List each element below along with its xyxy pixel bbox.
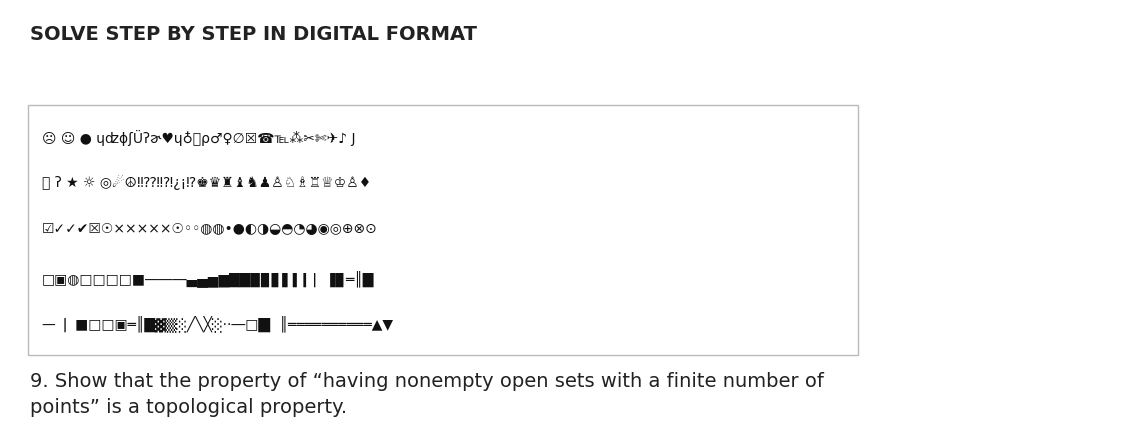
Text: —  ▏■□□▣═║█▓▒░╱╲╳░··―□█▏║══════════▲▼: — ▏■□□▣═║█▓▒░╱╲╳░··―□█▏║══════════▲▼ bbox=[42, 315, 393, 332]
Text: ☑✓✓✔☒☉×××××☉◦◦◍◍•●◐◑◒◓◔◕◉◎⊕⊗⊙: ☑✓✓✔☒☉×××××☉◦◦◍◍•●◐◑◒◓◔◕◉◎⊕⊗⊙ bbox=[42, 222, 378, 236]
Text: □▣◍□□□□■―――▄▅▆▇██▉▊▋▌▍▎▏▐▊═║█: □▣◍□□□□■―――▄▅▆▇██▉▊▋▌▍▎▏▐▊═║█ bbox=[42, 270, 375, 287]
Text: 9. Show that the property of “having nonempty open sets with a finite number of: 9. Show that the property of “having non… bbox=[30, 372, 824, 391]
Text: SOLVE STEP BY STEP IN DIGITAL FORMAT: SOLVE STEP BY STEP IN DIGITAL FORMAT bbox=[30, 25, 477, 44]
Text: ☹ ☺ ● ɥʣɸʃÜʔɚ♥ɥ♁键ρ♂♀∅☒☎℡⁂✂✄✈♪ J: ☹ ☺ ● ɥʣɸʃÜʔɚ♥ɥ♁键ρ♂♀∅☒☎℡⁂✂✄✈♪ J bbox=[42, 130, 356, 146]
Text: Ⓐ ʔ ★ ☼ ◎☄☮‼⁇‼⁈¿¡⁉♚♛♜♝♞♟♙♘♗♖♕♔♙♦: Ⓐ ʔ ★ ☼ ◎☄☮‼⁇‼⁈¿¡⁉♚♛♜♝♞♟♙♘♗♖♕♔♙♦ bbox=[42, 175, 371, 190]
Text: points” is a topological property.: points” is a topological property. bbox=[30, 398, 347, 417]
FancyBboxPatch shape bbox=[28, 105, 858, 355]
